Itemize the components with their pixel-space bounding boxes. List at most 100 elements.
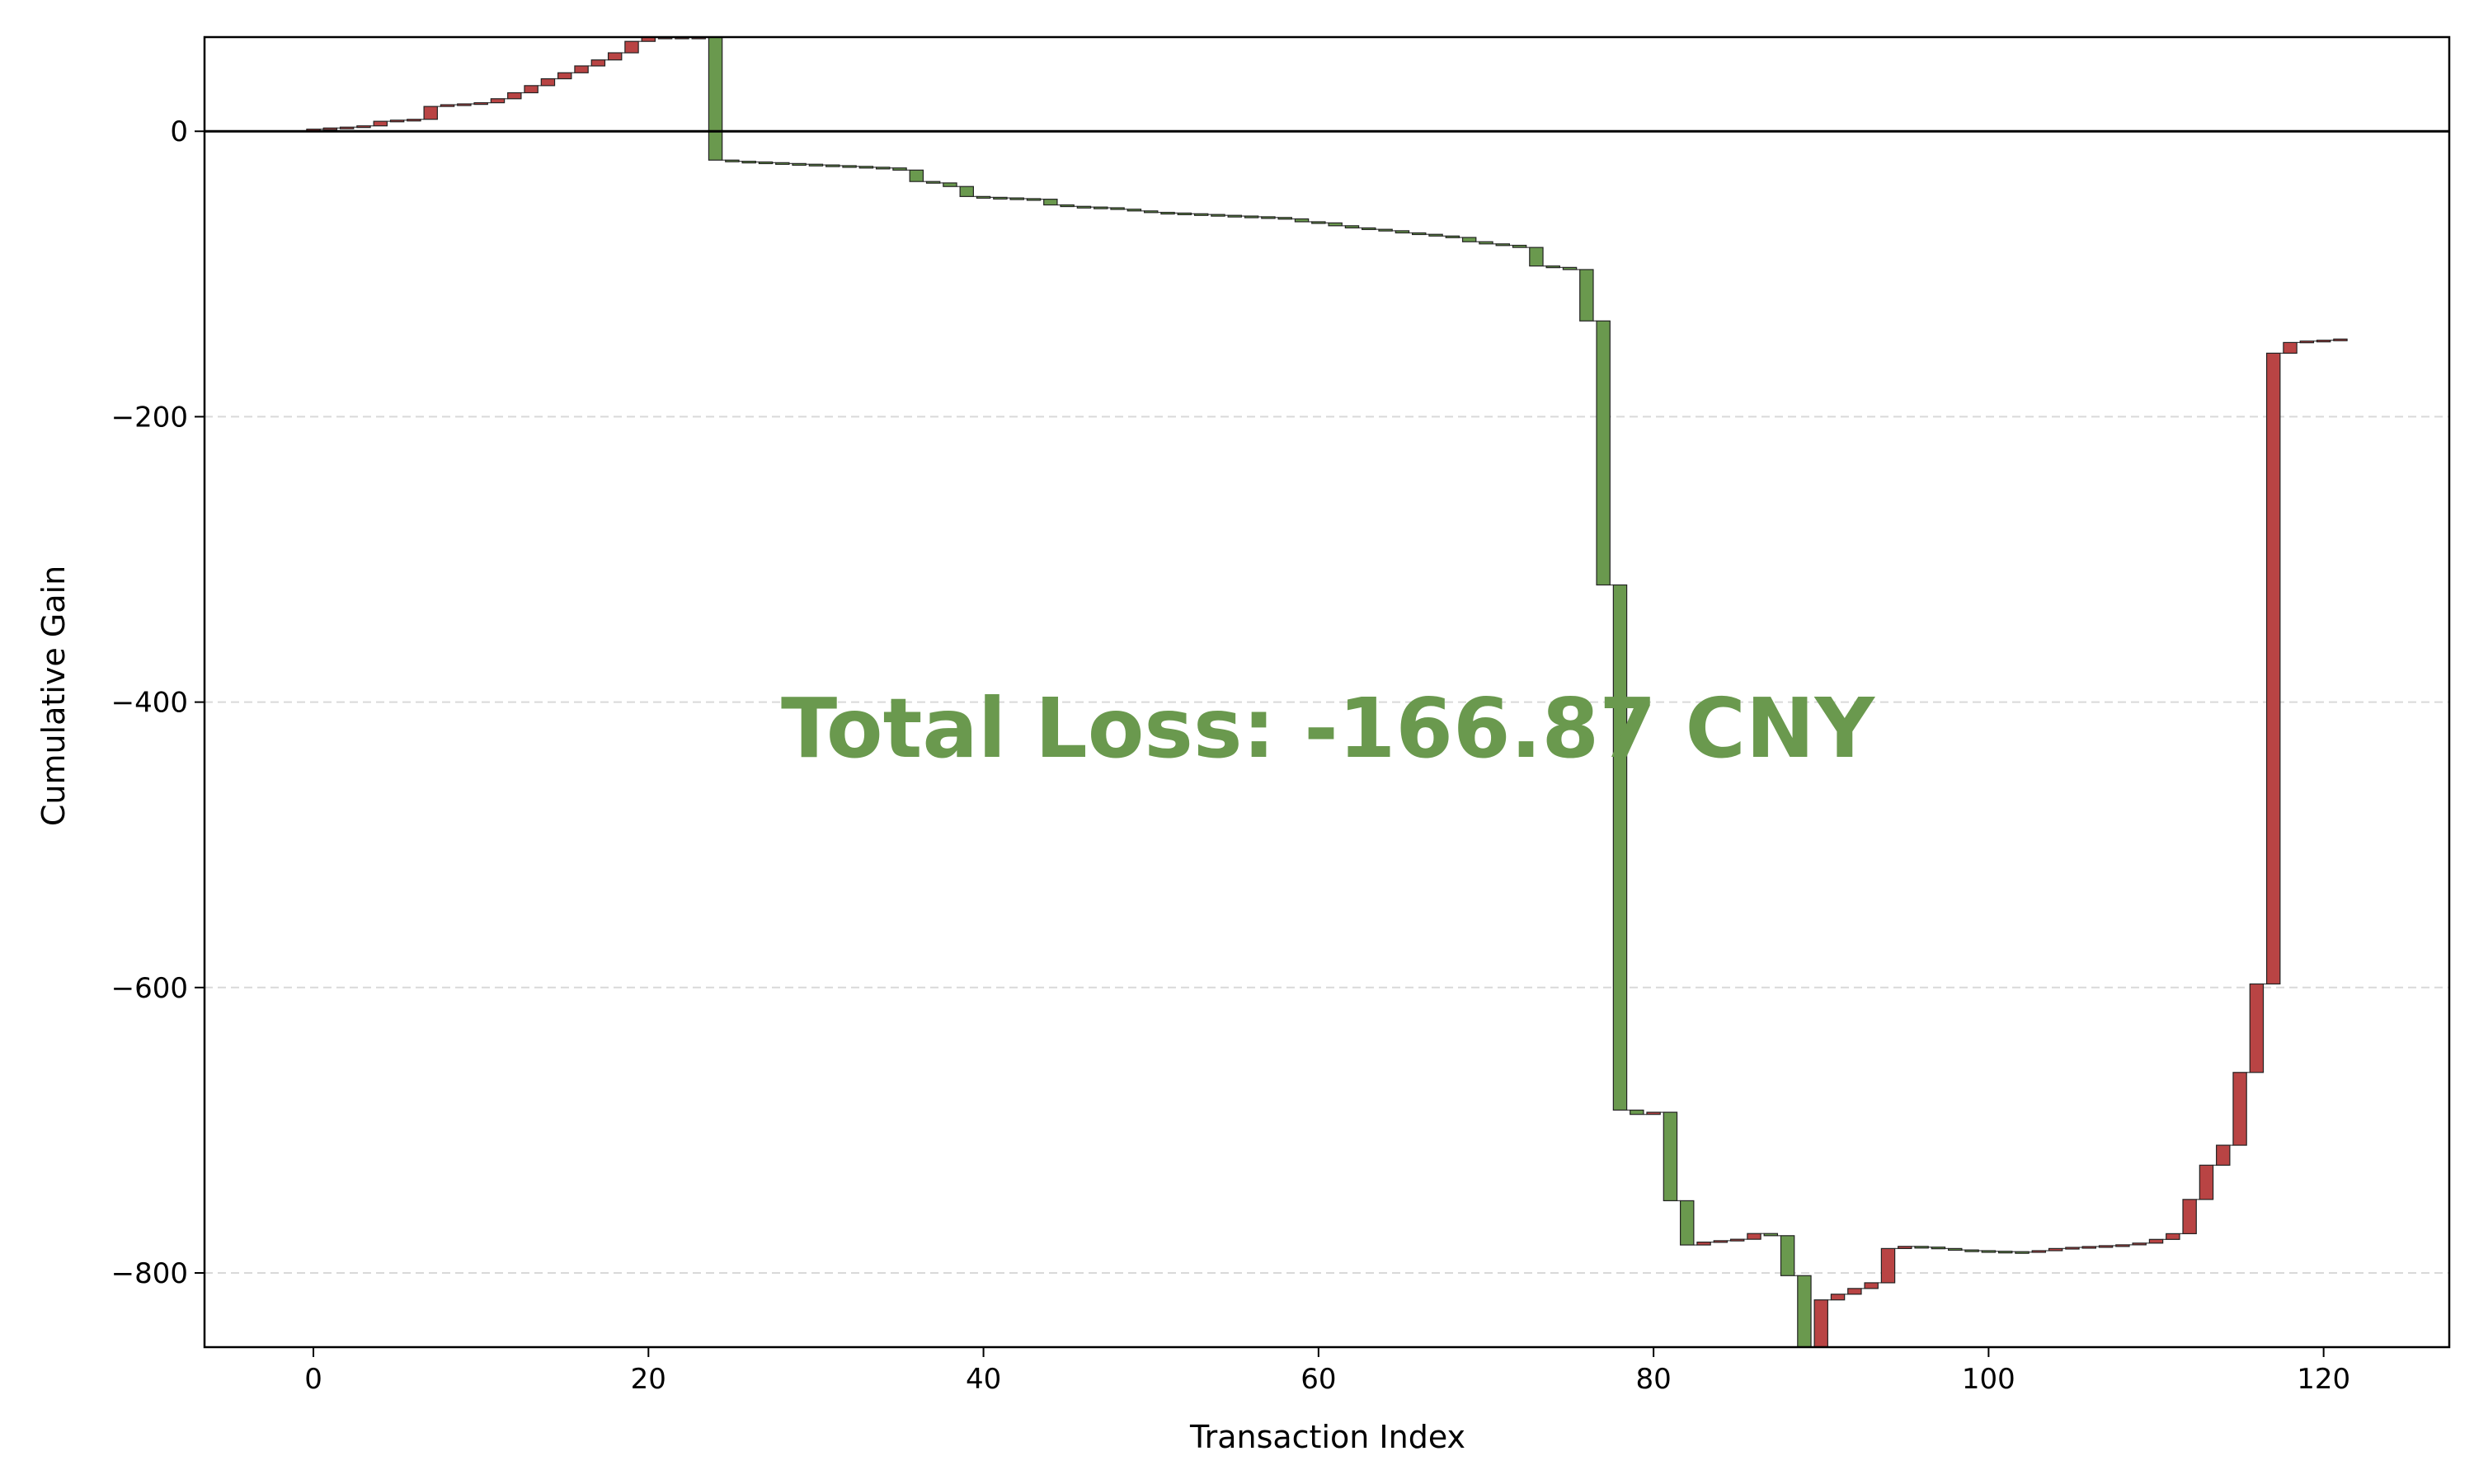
bar-gain [1898, 1246, 1912, 1249]
bar-loss [1193, 213, 1209, 216]
bar-loss [1126, 209, 1142, 212]
bar-gain [2065, 1247, 2080, 1250]
bar-loss [1261, 216, 1276, 219]
bar-loss [1596, 320, 1611, 586]
bar-loss [1094, 206, 1108, 209]
bar-gain [590, 59, 606, 67]
bar-gain [423, 106, 438, 120]
bar-loss [1395, 230, 1410, 234]
bar-gain [1864, 1282, 1879, 1289]
connector-lines [320, 36, 2334, 1348]
bar-loss [1076, 205, 1092, 209]
bar-loss [708, 36, 723, 161]
bar-gain [2132, 1242, 2147, 1246]
x-tick-label: 60 [1300, 1363, 1336, 1396]
bar-gain [2166, 1233, 2180, 1240]
bar-gain [1729, 1238, 1745, 1242]
bar-loss [1227, 214, 1243, 218]
y-axis-ticks: 0 −200 −400 −600 −800 [111, 115, 205, 1290]
bar-loss [1964, 1249, 1979, 1252]
bar-loss [875, 167, 891, 170]
x-tick-label: 20 [631, 1363, 666, 1396]
bar-loss [1997, 1251, 2013, 1254]
bar-gain [2182, 1199, 2197, 1234]
bar-loss [1914, 1246, 1929, 1249]
bar-loss [1277, 217, 1292, 220]
bar-gain [524, 85, 539, 94]
bar-loss [1362, 227, 1376, 231]
bars [306, 36, 2348, 1348]
bar-gain [440, 104, 455, 107]
bar-loss [943, 182, 957, 187]
bar-loss [1244, 215, 1259, 218]
bar-loss [993, 196, 1008, 200]
bar-gain [490, 98, 506, 104]
bar-gain [2299, 340, 2315, 344]
bar-loss [1026, 198, 1042, 201]
bar-gain [1847, 1288, 1862, 1295]
bar-gain [2216, 1144, 2231, 1166]
bar-loss [1981, 1250, 1997, 1253]
plot-frame [203, 35, 2451, 1349]
y-tick-label: −200 [111, 401, 188, 434]
bar-loss [892, 167, 907, 171]
bar-loss [1211, 214, 1225, 217]
bar-gain [457, 103, 472, 106]
bar-gain [2031, 1250, 2047, 1253]
bar-gain [624, 40, 639, 54]
bar-loss [1411, 232, 1427, 236]
bar-loss [1512, 244, 1527, 248]
bar-loss [792, 162, 807, 166]
bar-loss [758, 161, 774, 165]
bar-loss [1562, 266, 1578, 270]
grid-lines [205, 416, 2449, 1274]
bar-loss [1311, 221, 1326, 224]
x-tick-label: 0 [304, 1363, 322, 1396]
x-axis-label: Transaction Index [1189, 1419, 1465, 1455]
bar-gain [2316, 340, 2331, 343]
bar-loss [1143, 210, 1159, 214]
x-tick-label: 80 [1635, 1363, 1671, 1396]
bar-loss [1680, 1200, 1695, 1246]
bar-gain [2081, 1246, 2096, 1249]
bar-gain [373, 120, 388, 127]
bar-gain [407, 119, 421, 122]
bar-loss [1294, 218, 1310, 223]
bar-loss [1378, 228, 1393, 232]
bar-loss [808, 163, 824, 167]
bar-loss [1612, 584, 1628, 1111]
bar-loss [1043, 199, 1058, 206]
bar-loss [1461, 237, 1477, 242]
bar-gain [1830, 1294, 1846, 1301]
bar-gain [2283, 341, 2298, 355]
total-loss-annotation: Total Loss: -166.87 CNY [781, 680, 1876, 777]
bar-gain [507, 92, 522, 100]
bar-gain [2048, 1247, 2063, 1252]
bar-gain [2232, 1072, 2247, 1146]
bar-loss [925, 181, 941, 184]
x-axis-ticks: 0 20 40 60 80 100 120 [304, 1347, 2350, 1396]
bar-loss [1797, 1275, 1812, 1348]
y-tick-label: −600 [111, 972, 188, 1005]
bar-gain [1696, 1242, 1711, 1246]
bar-gain [2115, 1244, 2130, 1247]
bar-loss [1428, 233, 1443, 237]
bar-loss [1763, 1233, 1779, 1237]
bar-gain [1713, 1240, 1729, 1243]
x-tick-label: 100 [1962, 1363, 2015, 1396]
bar-gain [557, 72, 572, 80]
bar-loss [1630, 1109, 1644, 1115]
bar-loss [858, 166, 874, 169]
bar-loss [1579, 269, 1594, 322]
bar-gain [1880, 1247, 1896, 1284]
bar-gain [540, 77, 556, 87]
bar-loss [976, 195, 991, 199]
bar-loss [842, 165, 857, 168]
bar-loss [825, 164, 840, 167]
bar-gain [473, 102, 488, 106]
bar-loss [1009, 197, 1024, 200]
bar-loss [1495, 243, 1511, 247]
bar-gain [339, 126, 355, 129]
